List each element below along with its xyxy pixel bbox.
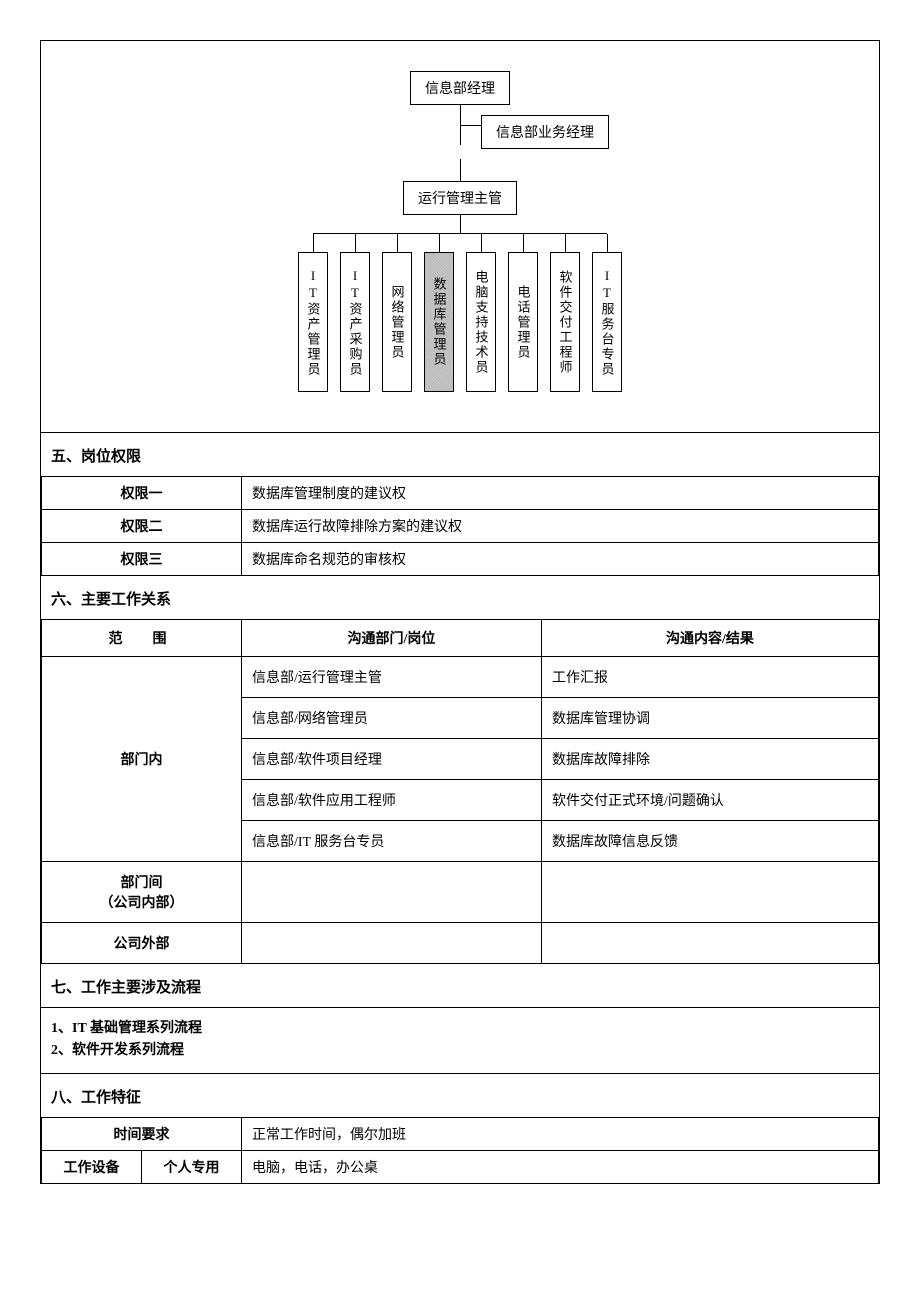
process-item: 2、软件开发系列流程	[51, 1040, 869, 1062]
feature-label: 时间要求	[42, 1117, 242, 1150]
table-row: 权限二数据库运行故障排除方案的建议权	[42, 510, 879, 543]
permission-label: 权限二	[42, 510, 242, 543]
feature-value: 电脑，电话，办公桌	[242, 1150, 879, 1183]
org-leaves: IT资产管理员 IT资产采购员网络管理员数据库管理员电脑支持技术员电话管理员软件交…	[61, 234, 859, 392]
org-leaf-box: IT资产管理员	[298, 252, 328, 392]
org-leaf-wrapper: 数据库管理员	[424, 234, 454, 392]
connector	[355, 234, 356, 252]
org-leaf-wrapper: 网络管理员	[382, 234, 412, 392]
org-leaf-box: 电脑支持技术员	[466, 252, 496, 392]
table-row: 时间要求正常工作时间，偶尔加班	[42, 1117, 879, 1150]
connector	[460, 159, 461, 181]
section8-title: 八、工作特征	[41, 1074, 879, 1117]
result-cell	[542, 862, 879, 923]
result-cell: 软件交付正式环境/问题确认	[542, 780, 879, 821]
features-table: 时间要求正常工作时间，偶尔加班工作设备个人专用电脑，电话，办公桌	[41, 1117, 879, 1183]
table-row: 部门内信息部/运行管理主管工作汇报	[42, 657, 879, 698]
org-leaf-box: IT服务台专员	[592, 252, 622, 392]
table-row: 部门间（公司内部）	[42, 862, 879, 923]
org-leaf-box: 数据库管理员	[424, 252, 454, 392]
connector	[439, 234, 440, 252]
org-leaf-box: IT资产采购员	[340, 252, 370, 392]
dept-cell	[242, 923, 542, 964]
result-cell: 工作汇报	[542, 657, 879, 698]
org-leaf-wrapper: 电话管理员	[508, 234, 538, 392]
org-box-level3: 运行管理主管	[403, 181, 517, 215]
process-item: 1、IT 基础管理系列流程	[51, 1018, 869, 1040]
org-level-3: 运行管理主管	[61, 181, 859, 215]
connector	[397, 234, 398, 252]
connector	[481, 234, 482, 252]
org-leaf-wrapper: 电脑支持技术员	[466, 234, 496, 392]
header-dept: 沟通部门/岗位	[242, 620, 542, 657]
table-header-row: 范 围 沟通部门/岗位 沟通内容/结果	[42, 620, 879, 657]
org-leaf-wrapper: IT服务台专员	[592, 234, 622, 392]
document-page: 信息部经理 信息部业务经理 运行管理主管 IT资产管理员 IT资产采购员网络管理员…	[40, 40, 880, 1184]
connector	[565, 234, 566, 252]
table-row: 公司外部	[42, 923, 879, 964]
section5-title: 五、岗位权限	[41, 432, 879, 476]
permission-label: 权限一	[42, 477, 242, 510]
section7-title: 七、工作主要涉及流程	[41, 964, 879, 1007]
result-cell: 数据库故障信息反馈	[542, 821, 879, 862]
feature-value: 正常工作时间，偶尔加班	[242, 1117, 879, 1150]
permission-value: 数据库管理制度的建议权	[242, 477, 879, 510]
header-scope: 范 围	[42, 620, 242, 657]
table-row: 权限一数据库管理制度的建议权	[42, 477, 879, 510]
permissions-table: 权限一数据库管理制度的建议权权限二数据库运行故障排除方案的建议权权限三数据库命名…	[41, 476, 879, 576]
connector	[460, 215, 461, 233]
dept-cell	[242, 862, 542, 923]
result-cell	[542, 923, 879, 964]
org-leaf-box: 软件交付工程师	[550, 252, 580, 392]
org-leaf-wrapper: 软件交付工程师	[550, 234, 580, 392]
org-leaf-box: 网络管理员	[382, 252, 412, 392]
org-leaf-wrapper: IT资产采购员	[340, 234, 370, 392]
header-result: 沟通内容/结果	[542, 620, 879, 657]
dept-cell: 信息部/软件项目经理	[242, 739, 542, 780]
org-chart: 信息部经理 信息部业务经理 运行管理主管 IT资产管理员 IT资产采购员网络管理员…	[41, 41, 879, 432]
table-row: 权限三数据库命名规范的审核权	[42, 543, 879, 576]
process-list: 1、IT 基础管理系列流程2、软件开发系列流程	[41, 1007, 879, 1074]
org-box-level2: 信息部业务经理	[481, 115, 609, 149]
dept-cell: 信息部/网络管理员	[242, 698, 542, 739]
table-row: 工作设备个人专用电脑，电话，办公桌	[42, 1150, 879, 1183]
org-box-top: 信息部经理	[410, 71, 510, 105]
feature-sublabel: 个人专用	[142, 1150, 242, 1183]
dept-cell: 信息部/IT 服务台专员	[242, 821, 542, 862]
connector	[313, 234, 314, 252]
org-leaf-box: 电话管理员	[508, 252, 538, 392]
relations-table: 范 围 沟通部门/岗位 沟通内容/结果 部门内信息部/运行管理主管工作汇报信息部…	[41, 619, 879, 964]
permission-label: 权限三	[42, 543, 242, 576]
org-level-1: 信息部经理	[61, 71, 859, 105]
scope-cell: 部门内	[42, 657, 242, 862]
scope-cell: 公司外部	[42, 923, 242, 964]
scope-cell: 部门间（公司内部）	[42, 862, 242, 923]
permission-value: 数据库命名规范的审核权	[242, 543, 879, 576]
org-leaf-wrapper: IT资产管理员	[298, 234, 328, 392]
result-cell: 数据库故障排除	[542, 739, 879, 780]
connector	[607, 234, 608, 252]
result-cell: 数据库管理协调	[542, 698, 879, 739]
section6-title: 六、主要工作关系	[41, 576, 879, 619]
dept-cell: 信息部/软件应用工程师	[242, 780, 542, 821]
feature-label: 工作设备	[42, 1150, 142, 1183]
org-level-2: 信息部业务经理	[231, 115, 859, 149]
dept-cell: 信息部/运行管理主管	[242, 657, 542, 698]
connector	[523, 234, 524, 252]
permission-value: 数据库运行故障排除方案的建议权	[242, 510, 879, 543]
